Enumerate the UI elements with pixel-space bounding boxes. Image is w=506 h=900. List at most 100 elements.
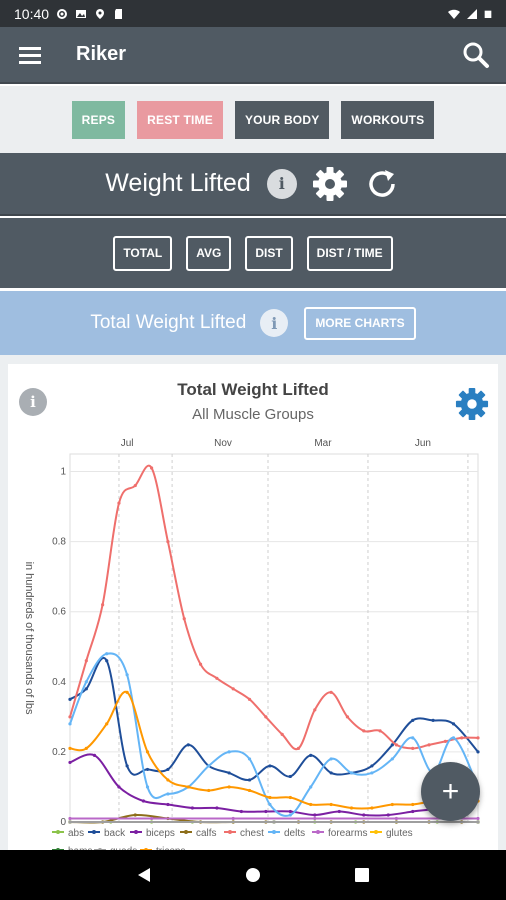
data-point-chest [460,736,464,740]
legend-marker-biceps [134,830,138,834]
data-point-back [268,764,272,768]
data-point-chest [231,687,235,691]
metric-refresh-button[interactable] [363,165,401,203]
data-point-forearms [394,816,398,821]
data-point-chest [362,729,366,733]
legend-marker-calfs [184,830,188,834]
back-nav-icon[interactable] [135,866,153,884]
data-point-delts [105,652,109,656]
data-point-biceps [362,813,366,817]
data-point-biceps [68,760,72,765]
metric-title: Weight Lifted [105,169,251,197]
legend-marker-abs [56,830,60,834]
legend-label-back: back [104,828,126,839]
data-point-triceps [68,746,72,750]
add-fab-button[interactable]: + [421,762,480,821]
data-point-triceps [84,746,88,750]
data-point-delts [370,771,374,775]
image-notification-icon [76,9,87,18]
data-point-forearms [313,816,317,821]
filter-workouts-button[interactable]: WORKOUTS [341,100,435,139]
y-tick-label: 0.8 [52,537,66,548]
data-point-chest [150,466,154,470]
more-charts-button[interactable]: MORE CHARTS [304,306,416,340]
data-point-triceps [145,750,150,754]
series-line-chest [69,464,479,751]
data-point-delts [268,802,272,807]
legend-label-forearms: forearms [328,828,367,839]
data-point-back [370,764,374,768]
data-point-chest [476,736,480,740]
series-line-biceps [69,753,479,817]
signal-icon [467,8,477,19]
legend-label-biceps: biceps [146,828,175,839]
data-point-biceps [239,809,243,814]
x-tick-label: Mar [314,438,332,449]
series-line-triceps [69,690,479,810]
home-nav-icon[interactable] [244,866,262,884]
series-line-back [69,657,479,782]
x-tick-label: Nov [214,438,232,449]
data-point-delts [166,792,170,796]
chart-header-info-button[interactable]: i [260,309,289,337]
chart-settings-gear-icon[interactable] [455,387,489,421]
filter-your-body-button[interactable]: YOUR BODY [234,100,330,139]
wifi-icon [448,9,460,19]
data-point-delts [411,736,415,740]
search-icon [463,42,489,68]
tab-dist[interactable]: DIST [245,235,293,271]
data-point-chest [378,729,382,733]
data-point-triceps [390,802,394,807]
menu-button[interactable] [0,26,60,83]
gear-icon [312,166,347,201]
tab-total[interactable]: TOTAL [113,235,173,271]
data-point-forearms [231,816,235,821]
data-point-delts [125,673,129,677]
data-point-biceps [190,806,194,810]
data-point-forearms [476,816,480,821]
data-point-biceps [386,813,390,817]
data-point-triceps [329,802,333,807]
chart-title: Total Weight Lifted [177,380,329,399]
location-notification-icon [96,8,105,19]
data-point-back [125,764,129,768]
data-point-biceps [264,809,268,814]
data-point-back [84,687,88,691]
data-point-delts [349,771,354,775]
data-point-forearms [150,816,154,821]
data-point-triceps [105,722,109,726]
data-point-chest [296,746,301,750]
chart-info-button[interactable]: i [19,388,47,416]
data-point-back [186,743,190,747]
search-button[interactable] [446,26,506,83]
data-point-chest [264,715,268,719]
y-tick-label: 1 [60,467,66,478]
chart-area: i Total Weight Lifted All Muscle Groups … [0,355,506,854]
data-point-calfs [133,813,137,817]
data-point-forearms [68,816,72,821]
data-point-chest [198,662,203,666]
battery-icon [484,10,492,18]
data-point-back [411,718,415,722]
data-point-chest [182,617,186,621]
filter-rest-time-button[interactable]: REST TIME [137,100,223,139]
aggregation-tabs: TOTAL AVG DIST DIST / TIME [0,218,506,288]
data-point-triceps [166,778,170,782]
filter-reps-button[interactable]: REPS [71,100,126,139]
filter-row: REPS REST TIME YOUR BODY WORKOUTS [0,86,506,153]
data-point-back [390,743,394,747]
settings-notification-icon [57,8,68,19]
y-axis-label: in hundreds of thousands of lbs [23,562,35,715]
data-point-chest [427,743,431,747]
data-point-back [451,722,456,726]
metric-info-button[interactable]: i [266,168,297,199]
refresh-icon [369,169,395,197]
tab-avg[interactable]: AVG [186,235,232,271]
data-point-back [476,750,480,754]
recents-nav-icon[interactable] [353,866,371,884]
data-point-delts [451,736,456,740]
data-point-delts [309,785,313,789]
metric-settings-button[interactable] [311,165,349,203]
tab-dist-time[interactable]: DIST / TIME [306,235,393,271]
data-point-quads [68,820,72,824]
